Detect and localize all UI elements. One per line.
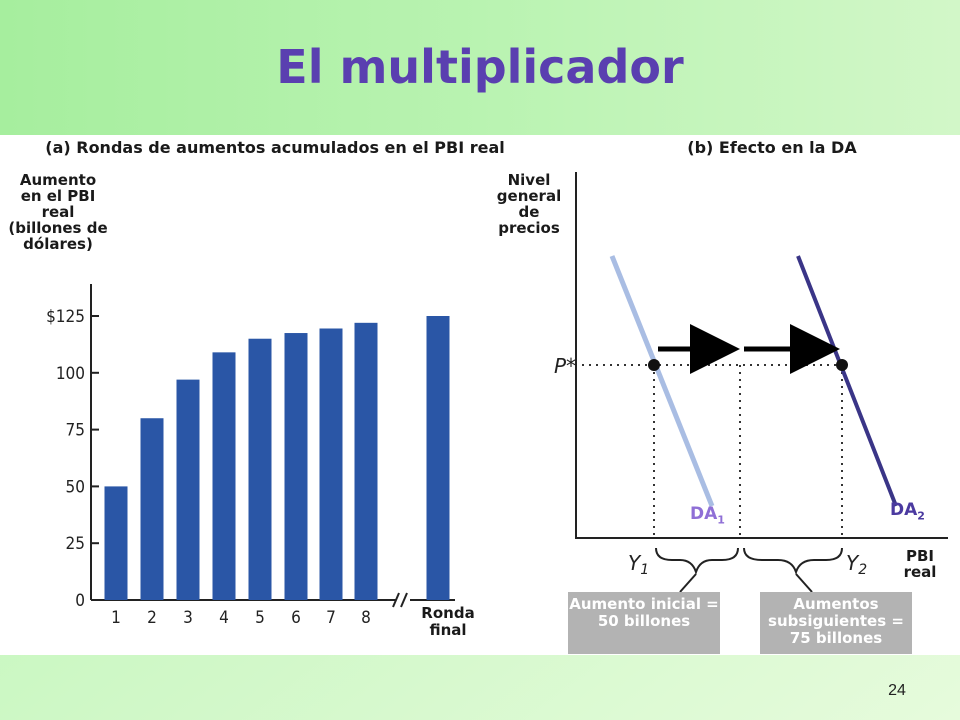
callout-subsequent-increases: Aumentos subsiguientes = 75 billones xyxy=(760,592,912,654)
slide-title: El multiplicador xyxy=(276,40,684,94)
slide-header xyxy=(0,0,960,135)
da2-label-sub: 2 xyxy=(917,509,925,523)
panel-b-y-axis-label: Nivel general de precios xyxy=(496,171,562,237)
da2-label-name: DA xyxy=(890,500,918,520)
panel-a-y-axis-label: Aumento en el PBI real (billones de dóla… xyxy=(8,171,108,253)
da1-label-sub: 1 xyxy=(717,513,725,527)
figure-panel xyxy=(0,135,960,655)
da1-label: DA1 xyxy=(690,504,725,526)
da2-label: DA2 xyxy=(890,500,925,522)
callout-initial-increase: Aumento inicial = 50 billones xyxy=(568,592,720,654)
panel-b-x-axis-label: PBI real xyxy=(903,547,937,581)
da1-label-name: DA xyxy=(690,504,718,524)
panel-b-subtitle: (b) Efecto en la DA xyxy=(687,138,857,157)
panel-a-subtitle: (a) Rondas de aumentos acumulados en el … xyxy=(45,138,505,157)
page-number: 24 xyxy=(888,682,906,699)
